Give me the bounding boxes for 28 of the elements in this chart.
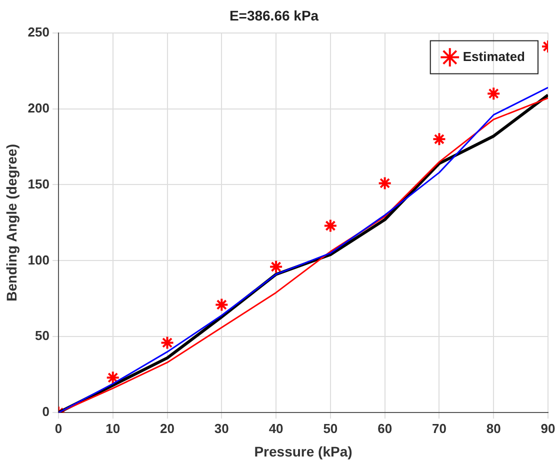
x-tick-label: 0: [54, 420, 62, 436]
x-tick-label: 60: [378, 420, 392, 436]
x-tick-label: 70: [432, 420, 446, 436]
point: [269, 260, 284, 274]
point: [432, 132, 446, 146]
point: [323, 218, 338, 233]
x-tick-label: 10: [106, 420, 120, 436]
x-tick-label: 20: [160, 420, 175, 436]
point: [160, 336, 174, 350]
x-tick-label: 80: [486, 420, 501, 436]
chart-title: E=386.66 kPa: [229, 7, 319, 24]
x-tick-label: 40: [268, 420, 284, 436]
y-tick-label: 150: [28, 176, 50, 192]
point: [486, 86, 501, 101]
x-tick-label: 50: [323, 420, 338, 436]
y-tick-label: 200: [28, 100, 50, 116]
x-axis-title: Pressure (kPa): [254, 443, 352, 460]
point: [106, 370, 120, 385]
x-tick-label: 30: [214, 420, 229, 436]
point: [214, 298, 229, 312]
legend-label: Estimated: [462, 48, 526, 64]
y-tick-label: 0: [42, 404, 50, 420]
y-tick-label: 50: [35, 328, 50, 344]
y-axis-title: Bending Angle (degree): [3, 144, 20, 302]
x-tick-label: 90: [540, 420, 556, 436]
y-tick-label: 100: [28, 252, 50, 268]
point: [378, 176, 392, 190]
y-tick-label: 250: [28, 24, 50, 40]
